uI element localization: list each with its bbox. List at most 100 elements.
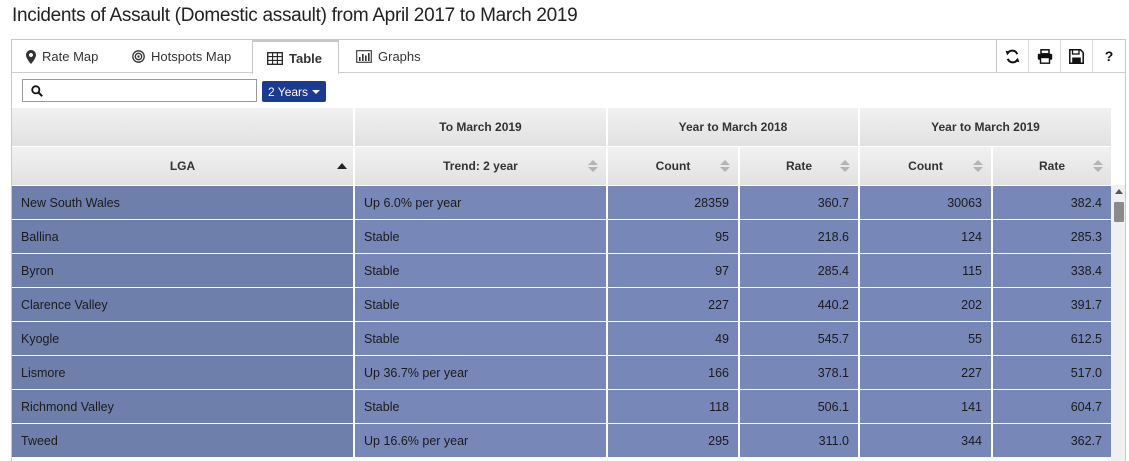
column-header-count-2019[interactable]: Count — [858, 147, 991, 185]
target-icon — [132, 50, 145, 63]
cell-rate-2019: 382.4 — [991, 186, 1111, 219]
bar-chart-icon — [356, 50, 372, 63]
cell-lga: Kyogle — [12, 322, 353, 355]
tab-rate-map[interactable]: Rate Map — [12, 40, 112, 73]
tab-label: Rate Map — [42, 49, 99, 64]
tab-graphs[interactable]: Graphs — [342, 40, 435, 73]
cell-rate-2019: 285.3 — [991, 220, 1111, 253]
filter-bar: 2 Years — [12, 73, 1125, 107]
cell-count-2018: 95 — [606, 220, 738, 253]
tab-bar: Rate Map Hotspots Map Table — [12, 40, 1125, 74]
toolbar-actions: ? — [996, 40, 1125, 72]
cell-rate-2019: 362.7 — [991, 424, 1111, 457]
cell-trend: Stable — [353, 220, 606, 253]
cell-trend: Stable — [353, 288, 606, 321]
table-icon — [267, 51, 283, 65]
tab-hotspots-map[interactable]: Hotspots Map — [118, 40, 245, 73]
refresh-button[interactable] — [997, 40, 1029, 72]
table-row[interactable]: New South Wales Up 6.0% per year 28359 360.… — [12, 186, 1111, 219]
cell-count-2018: 97 — [606, 254, 738, 287]
cell-rate-2018: 285.4 — [738, 254, 858, 287]
cell-rate-2019: 612.5 — [991, 322, 1111, 355]
column-label: Count — [655, 159, 691, 173]
cell-lga: Ballina — [12, 220, 353, 253]
save-button[interactable] — [1061, 40, 1093, 72]
table-row[interactable]: Ballina Stable 95 218.6 124 285.3 — [12, 220, 1111, 253]
cell-trend: Up 6.0% per year — [353, 186, 606, 219]
column-header-trend[interactable]: Trend: 2 year — [353, 147, 606, 185]
cell-count-2018: 28359 — [606, 186, 738, 219]
print-icon — [1037, 48, 1052, 64]
cell-count-2019: 30063 — [858, 186, 991, 219]
search-input[interactable] — [49, 81, 249, 100]
tab-label: Hotspots Map — [151, 49, 232, 64]
cell-rate-2018: 440.2 — [738, 288, 858, 321]
table-panel: Rate Map Hotspots Map Table — [11, 39, 1126, 461]
cell-count-2019: 227 — [858, 356, 991, 389]
refresh-icon — [1005, 49, 1020, 63]
cell-rate-2018: 506.1 — [738, 390, 858, 423]
cell-rate-2018: 378.1 — [738, 356, 858, 389]
cell-rate-2019: 391.7 — [991, 288, 1111, 321]
group-header-row: To March 2019 Year to March 2018 Year to… — [12, 108, 1111, 146]
sort-ascending-icon — [337, 163, 347, 169]
cell-rate-2019: 338.4 — [991, 254, 1111, 287]
cell-lga: Richmond Valley — [12, 390, 353, 423]
cell-lga: Byron — [12, 254, 353, 287]
cell-lga: Clarence Valley — [12, 288, 353, 321]
chevron-down-icon — [312, 90, 321, 94]
map-marker-icon — [26, 49, 36, 64]
sort-icon — [1093, 160, 1103, 172]
table-row[interactable]: Tweed Up 16.6% per year 295 311.0 344 362.7 — [12, 424, 1111, 457]
help-button[interactable]: ? — [1093, 40, 1125, 72]
sort-icon — [588, 160, 598, 172]
help-icon: ? — [1104, 48, 1114, 64]
save-icon — [1069, 48, 1084, 64]
cell-rate-2018: 545.7 — [738, 322, 858, 355]
cell-trend: Stable — [353, 322, 606, 355]
cell-count-2019: 344 — [858, 424, 991, 457]
cell-trend: Stable — [353, 254, 606, 287]
table-row[interactable]: Kyogle Stable 49 545.7 55 612.5 — [12, 322, 1111, 355]
cell-count-2019: 55 — [858, 322, 991, 355]
group-header-trend: To March 2019 — [353, 108, 606, 146]
column-label: Rate — [785, 159, 812, 173]
column-label: LGA — [169, 159, 196, 173]
vertical-scrollbar[interactable] — [1111, 185, 1125, 461]
column-header-lga[interactable]: LGA — [12, 147, 353, 185]
group-header-2019: Year to March 2019 — [858, 108, 1111, 146]
group-header-blank — [12, 108, 353, 146]
cell-trend: Up 16.6% per year — [353, 424, 606, 457]
scroll-up-arrow-icon[interactable] — [1115, 189, 1123, 194]
tab-label: Graphs — [378, 49, 421, 64]
cell-count-2019: 202 — [858, 288, 991, 321]
column-label: Count — [908, 159, 943, 173]
tab-table[interactable]: Table — [252, 40, 339, 74]
column-label: Rate — [1038, 159, 1065, 173]
cell-lga: Tweed — [12, 424, 353, 457]
print-button[interactable] — [1029, 40, 1061, 72]
cell-count-2018: 227 — [606, 288, 738, 321]
column-header-count-2018[interactable]: Count — [606, 147, 738, 185]
tab-label: Table — [289, 50, 322, 66]
cell-count-2018: 166 — [606, 356, 738, 389]
search-icon — [31, 84, 43, 97]
column-header-rate-2019[interactable]: Rate — [991, 147, 1111, 185]
page-title: Incidents of Assault (Domestic assault) … — [12, 5, 578, 26]
cell-rate-2019: 604.7 — [991, 390, 1111, 423]
cell-count-2019: 115 — [858, 254, 991, 287]
cell-count-2019: 124 — [858, 220, 991, 253]
table-row[interactable]: Lismore Up 36.7% per year 166 378.1 227 517.0 — [12, 356, 1111, 389]
cell-lga: New South Wales — [12, 186, 353, 219]
table-row[interactable]: Clarence Valley Stable 227 440.2 202 391.7 — [12, 288, 1111, 321]
cell-rate-2019: 517.0 — [991, 356, 1111, 389]
period-dropdown[interactable]: 2 Years — [262, 81, 327, 102]
scrollbar-thumb[interactable] — [1114, 202, 1124, 222]
cell-rate-2018: 311.0 — [738, 424, 858, 457]
column-header-rate-2018[interactable]: Rate — [738, 147, 858, 185]
search-box — [22, 79, 257, 102]
table-row[interactable]: Richmond Valley Stable 118 506.1 141 604.7 — [12, 390, 1111, 423]
table-row[interactable]: Byron Stable 97 285.4 115 338.4 — [12, 254, 1111, 287]
cell-rate-2018: 360.7 — [738, 186, 858, 219]
cell-trend: Up 36.7% per year — [353, 356, 606, 389]
